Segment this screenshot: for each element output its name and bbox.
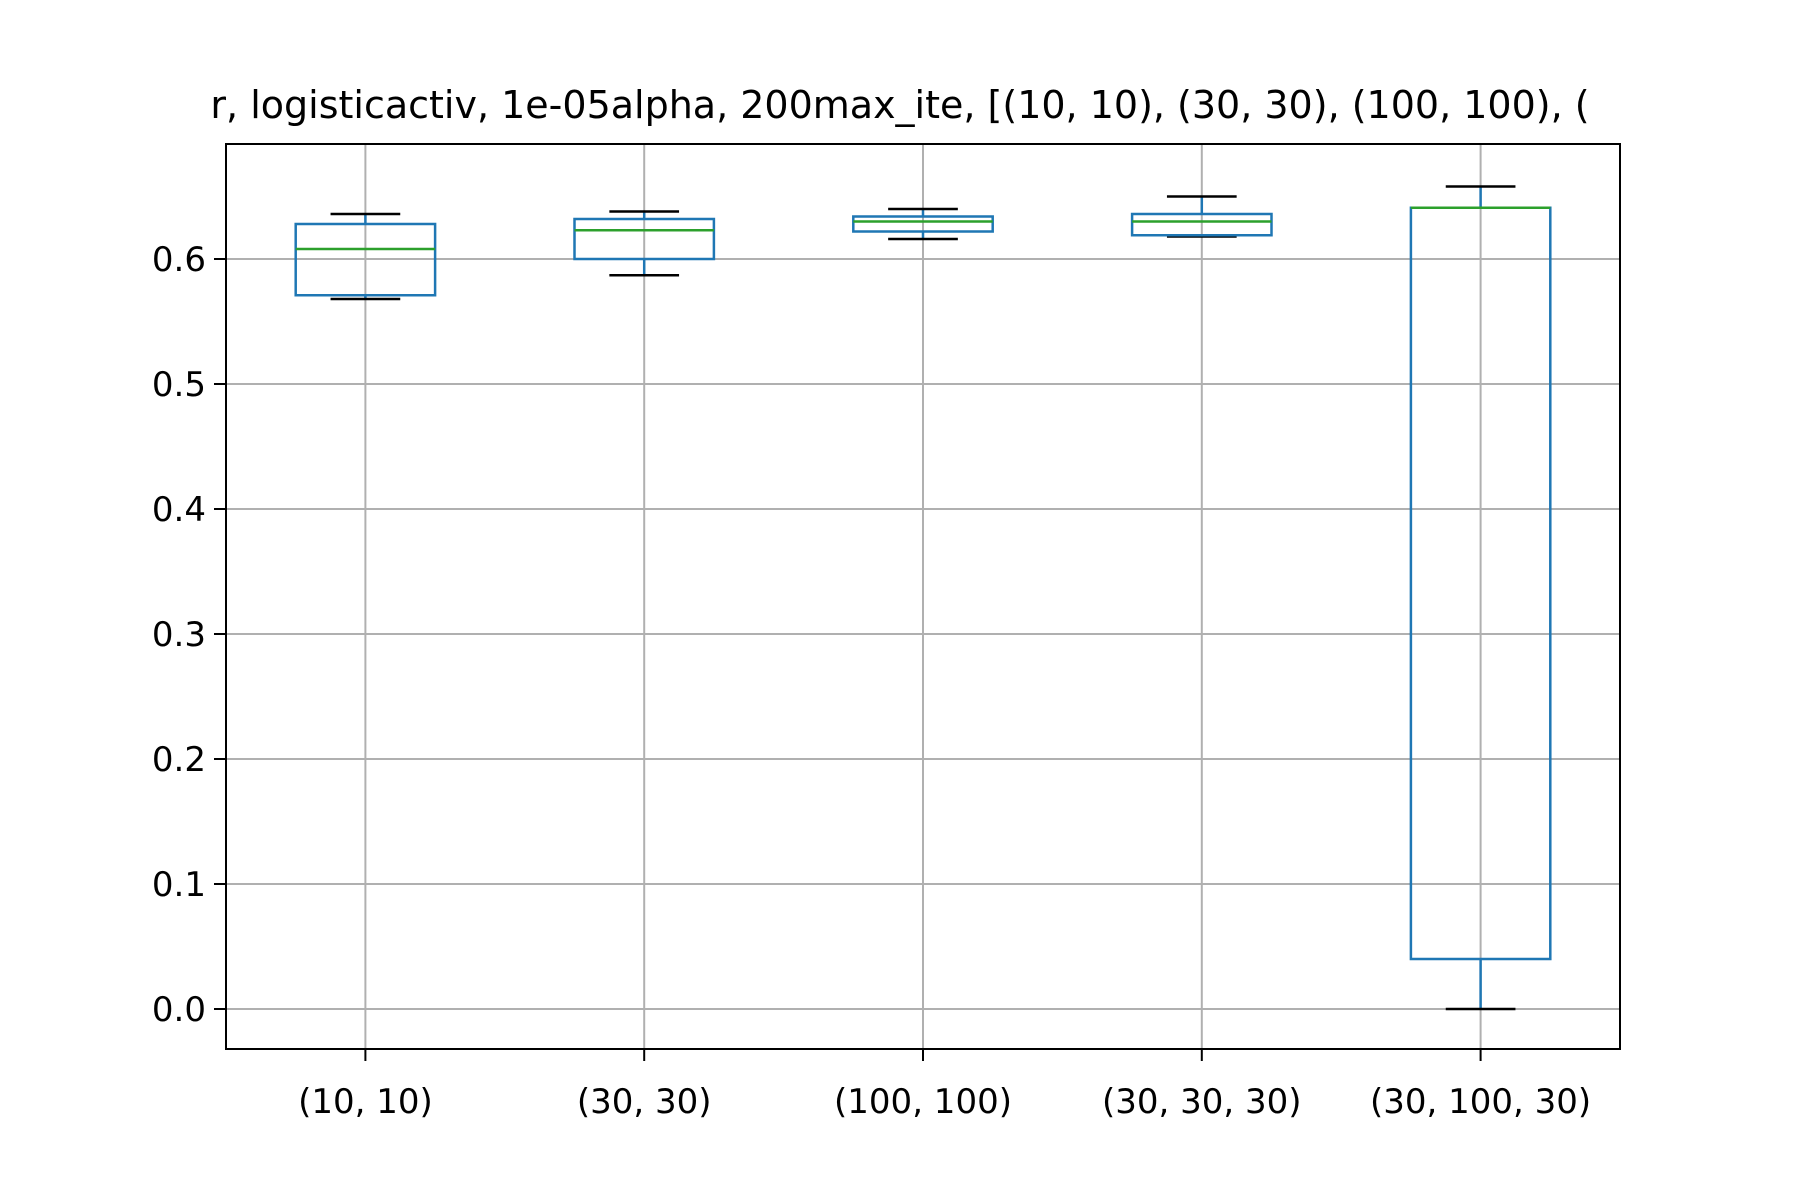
x-tick-label: (30, 30, 30) — [1102, 1082, 1302, 1122]
grid-layer — [226, 144, 1620, 1049]
iqr-box — [1130, 212, 1273, 237]
y-tick-label: 0.5 — [152, 365, 206, 405]
box-group — [1130, 195, 1273, 238]
y-tick-label: 0.6 — [152, 240, 206, 280]
tick-layer: 0.0 0.1 0.2 0.3 0.4 0.5 0.6 (10, 10) (30, 30) (10… — [152, 240, 1591, 1122]
chart-title: r, logisticactiv, 1e-05alpha, 200max_ite… — [210, 83, 1589, 127]
iqr-box — [573, 217, 716, 261]
box-group — [852, 207, 994, 241]
y-tick-label: 0.4 — [152, 490, 206, 530]
x-tick-label: (100, 100) — [834, 1082, 1012, 1122]
box-group — [1409, 185, 1552, 1011]
box-group — [573, 210, 716, 277]
x-tick-label: (30, 30) — [577, 1082, 712, 1122]
y-tick-label: 0.0 — [152, 990, 206, 1030]
iqr-box — [294, 222, 437, 297]
iqr-box — [852, 215, 994, 233]
y-tick-label: 0.2 — [152, 740, 206, 780]
y-tick-label: 0.3 — [152, 615, 206, 655]
box-layer — [294, 185, 1552, 1011]
y-tick-label: 0.1 — [152, 865, 206, 905]
x-tick-label: (30, 100, 30) — [1370, 1082, 1591, 1122]
x-tick-label: (10, 10) — [298, 1082, 433, 1122]
box-group — [294, 212, 437, 301]
